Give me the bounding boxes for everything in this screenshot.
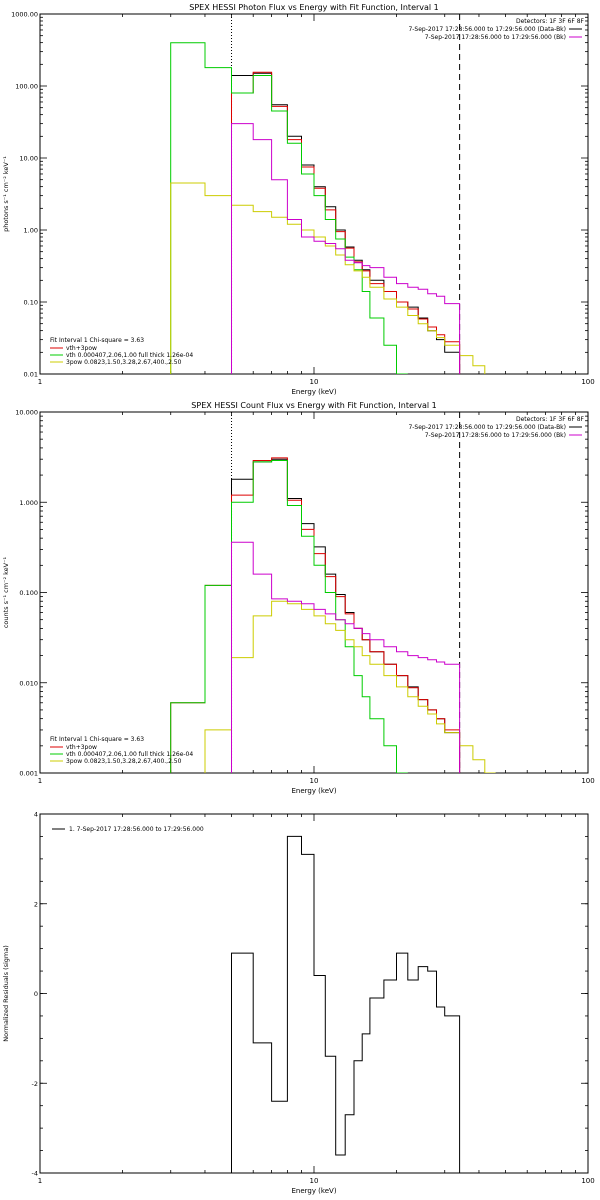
x-tick-label: 1: [38, 378, 42, 386]
detectors-label: Detectors: 1F 3F 6F 8F: [516, 416, 585, 423]
x-tick-label: 10: [310, 1177, 319, 1185]
legend-entry-label: 7-Sep-2017 17:28:56.000 to 17:29:56.000 …: [425, 432, 566, 439]
plot-frame: [39, 411, 589, 774]
legend-entry-label: 7-Sep-2017 17:28:56.000 to 17:29:56.000 …: [408, 26, 566, 33]
y-tick-label: 1.00: [24, 227, 38, 235]
y-tick-label: 0.010: [19, 679, 38, 687]
fit-interval-label: Fit Interval 1 Chi-square = 3.63: [50, 736, 144, 743]
y-tick-label: 4: [34, 811, 38, 819]
y-axis-label: Normalized Residuals (sigma): [2, 945, 10, 1042]
series-histogram-0: [231, 72, 461, 374]
series-histogram-3: [204, 600, 496, 773]
x-tick-label: 10: [310, 378, 319, 386]
legend-entry-label: 1. 7-Sep-2017 17:28:56.000 to 17:29:56.0…: [69, 826, 204, 833]
legend-entry-label: 7-Sep-2017 17:28:56.000 to 17:29:56.000 …: [425, 34, 566, 41]
x-tick-label: 10: [310, 777, 319, 785]
x-axis-label: Energy (keV): [291, 388, 336, 396]
series-histogram-1: [170, 457, 461, 773]
y-tick-label: 2: [34, 900, 38, 908]
series-histogram-2: [170, 42, 408, 374]
x-axis-label: Energy (keV): [291, 787, 336, 795]
series-histogram-3: [170, 182, 486, 374]
chart-title: SPEX HESSI Count Flux vs Energy with Fit…: [191, 401, 436, 410]
y-axis-label: photons s⁻¹ cm⁻² keV⁻¹: [2, 156, 10, 232]
photon-flux-panel: SPEX HESSI Photon Flux vs Energy with Fi…: [2, 3, 595, 396]
y-tick-label: 10.000: [15, 409, 38, 417]
x-axis-label: Energy (keV): [291, 1187, 336, 1195]
chart-title: SPEX HESSI Photon Flux vs Energy with Fi…: [189, 3, 439, 12]
series-histogram-1: [231, 71, 461, 374]
x-tick-label: 1: [38, 777, 42, 785]
legend-entry-label: 3pow 0.0823,1.50,3.28,2.67,400.,2.50: [66, 758, 182, 765]
y-tick-label: 0.100: [19, 589, 38, 597]
y-tick-label: 0.001: [19, 770, 38, 778]
legend-entry-label: vth+3pow: [66, 345, 97, 352]
y-tick-label: -4: [32, 1170, 38, 1178]
x-tick-label: 100: [581, 1177, 594, 1185]
series-histogram-4: [231, 123, 461, 374]
series-histogram-4: [231, 541, 461, 773]
x-tick-label: 100: [581, 378, 594, 386]
legend-entry-label: vth 0.000407,2.06,1.00 full thick 1.26e-…: [66, 352, 193, 359]
legend-entry-label: 3pow 0.0823,1.50,3.28,2.67,400.,2.50: [66, 359, 182, 366]
count-flux-panel: SPEX HESSI Count Flux vs Energy with Fit…: [2, 401, 595, 795]
x-tick-label: 1: [38, 1177, 42, 1185]
y-tick-label: 1.000: [19, 499, 38, 507]
series-histogram-2: [170, 460, 408, 773]
series-histogram-0: [231, 835, 461, 1173]
y-tick-label: 10.00: [19, 155, 38, 163]
y-tick-label: 0: [34, 990, 38, 998]
x-tick-label: 100: [581, 777, 594, 785]
legend-entry-label: vth 0.000407,2.06,1.00 full thick 1.26e-…: [66, 751, 193, 758]
y-tick-label: -2: [32, 1080, 38, 1088]
residuals-panel: 1 10 100 -4 -2 0 2 4 Energy (keV) Normalized Resi…: [2, 811, 595, 1196]
y-tick-label: 1000.00: [11, 11, 38, 19]
legend-entry-label: 7-Sep-2017 17:28:56.000 to 17:29:56.000 …: [408, 424, 566, 431]
y-tick-label: 0.10: [24, 299, 38, 307]
y-axis-label: counts s⁻¹ cm⁻² keV⁻¹: [2, 556, 10, 628]
legend-entry-label: vth+3pow: [66, 744, 97, 751]
series-group: [231, 835, 461, 1173]
fit-interval-label: Fit Interval 1 Chi-square = 3.63: [50, 337, 144, 344]
y-tick-label: 100.00: [15, 83, 38, 91]
y-tick-label: 0.01: [24, 371, 38, 379]
detectors-label: Detectors: 1F 3F 6F 8F: [516, 18, 585, 25]
series-group: [170, 457, 496, 773]
series-group: [170, 42, 486, 374]
